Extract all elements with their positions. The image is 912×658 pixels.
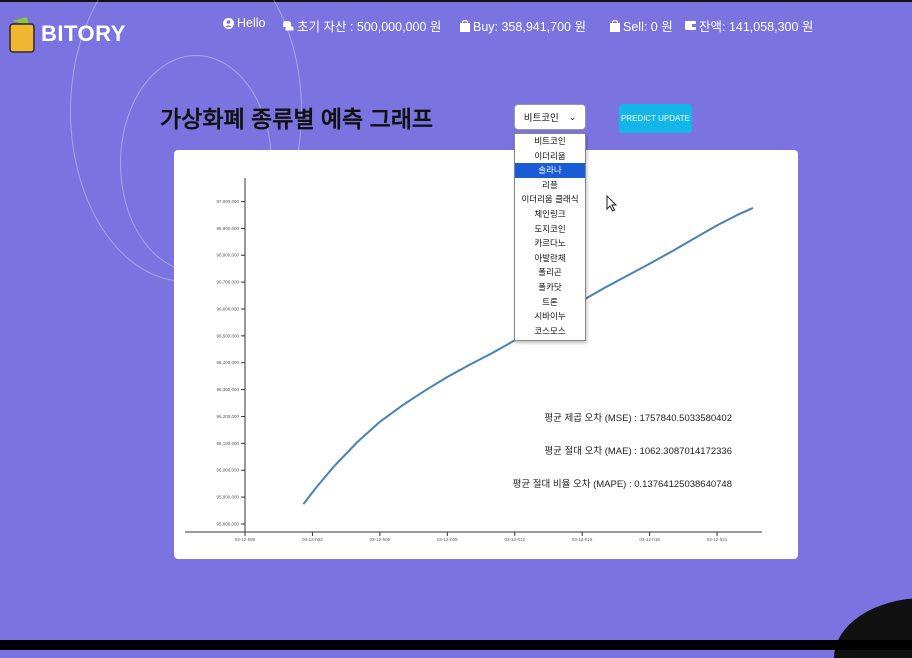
dropdown-option[interactable]: 폴카닷 <box>538 281 562 292</box>
y-tick-label: 96,800,000 <box>216 253 239 258</box>
x-tick-label: 03-12-h03 <box>302 537 323 542</box>
x-tick-label: 03-12-h00 <box>235 537 256 542</box>
mape-text: 평균 절대 비율 오차 (MAPE) : 0.13764125038640748 <box>512 479 732 490</box>
x-tick-label: 03-12-h12 <box>504 537 525 542</box>
balance-text: 잔액: 141,058,300 원 <box>699 20 814 34</box>
y-tick-label: 96,000,000 <box>216 468 239 473</box>
coins-icon <box>283 20 294 32</box>
dropdown-option[interactable]: 체인링크 <box>534 208 566 219</box>
x-tick-label: 03-12-h18 <box>639 537 660 542</box>
chart-card: 95,800,000 95,900,000 96,000,000 96,100,000… <box>174 150 798 559</box>
wallet-logo-icon <box>9 15 35 53</box>
dropdown-option[interactable]: 비트코인 <box>534 136 566 146</box>
x-tick-label: 03-12-h06 <box>370 537 391 542</box>
x-tick-label: 03-12-h15 <box>572 537 593 542</box>
y-tick-label: 96,400,000 <box>216 360 239 365</box>
dropdown-option[interactable]: 코스모스 <box>534 325 566 336</box>
user-icon <box>223 17 234 29</box>
x-tick-label: 03-12-h09 <box>437 537 458 542</box>
dropdown-option[interactable]: 아발란체 <box>534 252 566 263</box>
predict-update-button[interactable]: PREDICT UPDATE <box>619 104 692 133</box>
window-bottom-border <box>0 640 912 650</box>
greeting-text: Hello <box>237 16 266 30</box>
coin-select-value: 비트코인 <box>523 113 559 124</box>
greeting-item: Hello <box>223 16 266 30</box>
dropdown-option[interactable]: 도지코인 <box>534 223 566 234</box>
y-tick-label: 95,800,000 <box>216 521 239 526</box>
mse-text: 평균 제곱 오차 (MSE) : 1757840.5033580402 <box>544 413 732 424</box>
bag-icon <box>460 19 470 32</box>
buy-amount-text: Buy: 358,941,700 원 <box>473 20 586 34</box>
coin-select[interactable]: 비트코인 ⌄ <box>514 104 586 130</box>
y-tick-label: 96,100,000 <box>216 441 239 446</box>
y-tick-label: 95,900,000 <box>216 495 239 500</box>
sell-amount-text: Sell: 0 원 <box>623 20 673 34</box>
mouse-cursor-icon <box>606 194 618 217</box>
initial-assets-item: 초기 자산 : 500,000,000 원 <box>283 16 441 35</box>
page-title: 가상화폐 종류별 예측 그래프 <box>160 106 434 132</box>
balance-item: 잔액: 141,058,300 원 <box>685 16 813 35</box>
dropdown-option[interactable]: 시바이누 <box>534 311 566 322</box>
dropdown-option[interactable]: 이더리움 <box>534 150 566 161</box>
chevron-down-icon: ⌄ <box>568 111 577 122</box>
dropdown-option[interactable]: 카르다노 <box>534 238 566 249</box>
buy-item: Buy: 358,941,700 원 <box>460 16 586 35</box>
window-top-border <box>0 0 912 2</box>
bag-icon <box>610 19 620 32</box>
y-tick-label: 97,000,000 <box>216 199 239 204</box>
y-tick-label: 96,900,000 <box>216 226 239 231</box>
initial-assets-text: 초기 자산 : 500,000,000 원 <box>297 20 442 34</box>
y-tick-label: 96,700,000 <box>216 280 239 285</box>
dropdown-option[interactable]: 폴리곤 <box>538 267 562 278</box>
prediction-line-chart: 95,800,000 95,900,000 96,000,000 96,100,000… <box>185 178 762 542</box>
dropdown-option[interactable]: 이더리움 클래식 <box>521 194 579 205</box>
mae-text: 평균 절대 오차 (MAE) : 1062.3087014172336 <box>544 446 732 457</box>
x-tick-label: 03-12-h21 <box>707 537 728 542</box>
wallet-icon <box>685 20 696 31</box>
y-tick-label: 96,500,000 <box>216 333 239 338</box>
top-header: BITORY Hello 초기 자산 : 500,000,000 원 Buy: … <box>0 0 912 53</box>
dropdown-option[interactable]: 솔라나 <box>515 163 585 178</box>
dropdown-option[interactable]: 리플 <box>542 179 558 190</box>
y-tick-label: 96,300,000 <box>216 387 239 392</box>
y-tick-label: 96,200,000 <box>216 414 239 419</box>
sell-item: Sell: 0 원 <box>610 16 673 35</box>
dropdown-option[interactable]: 트론 <box>542 296 558 307</box>
brand-logo[interactable]: BITORY <box>41 21 126 46</box>
y-tick-label: 96,600,000 <box>216 306 239 311</box>
